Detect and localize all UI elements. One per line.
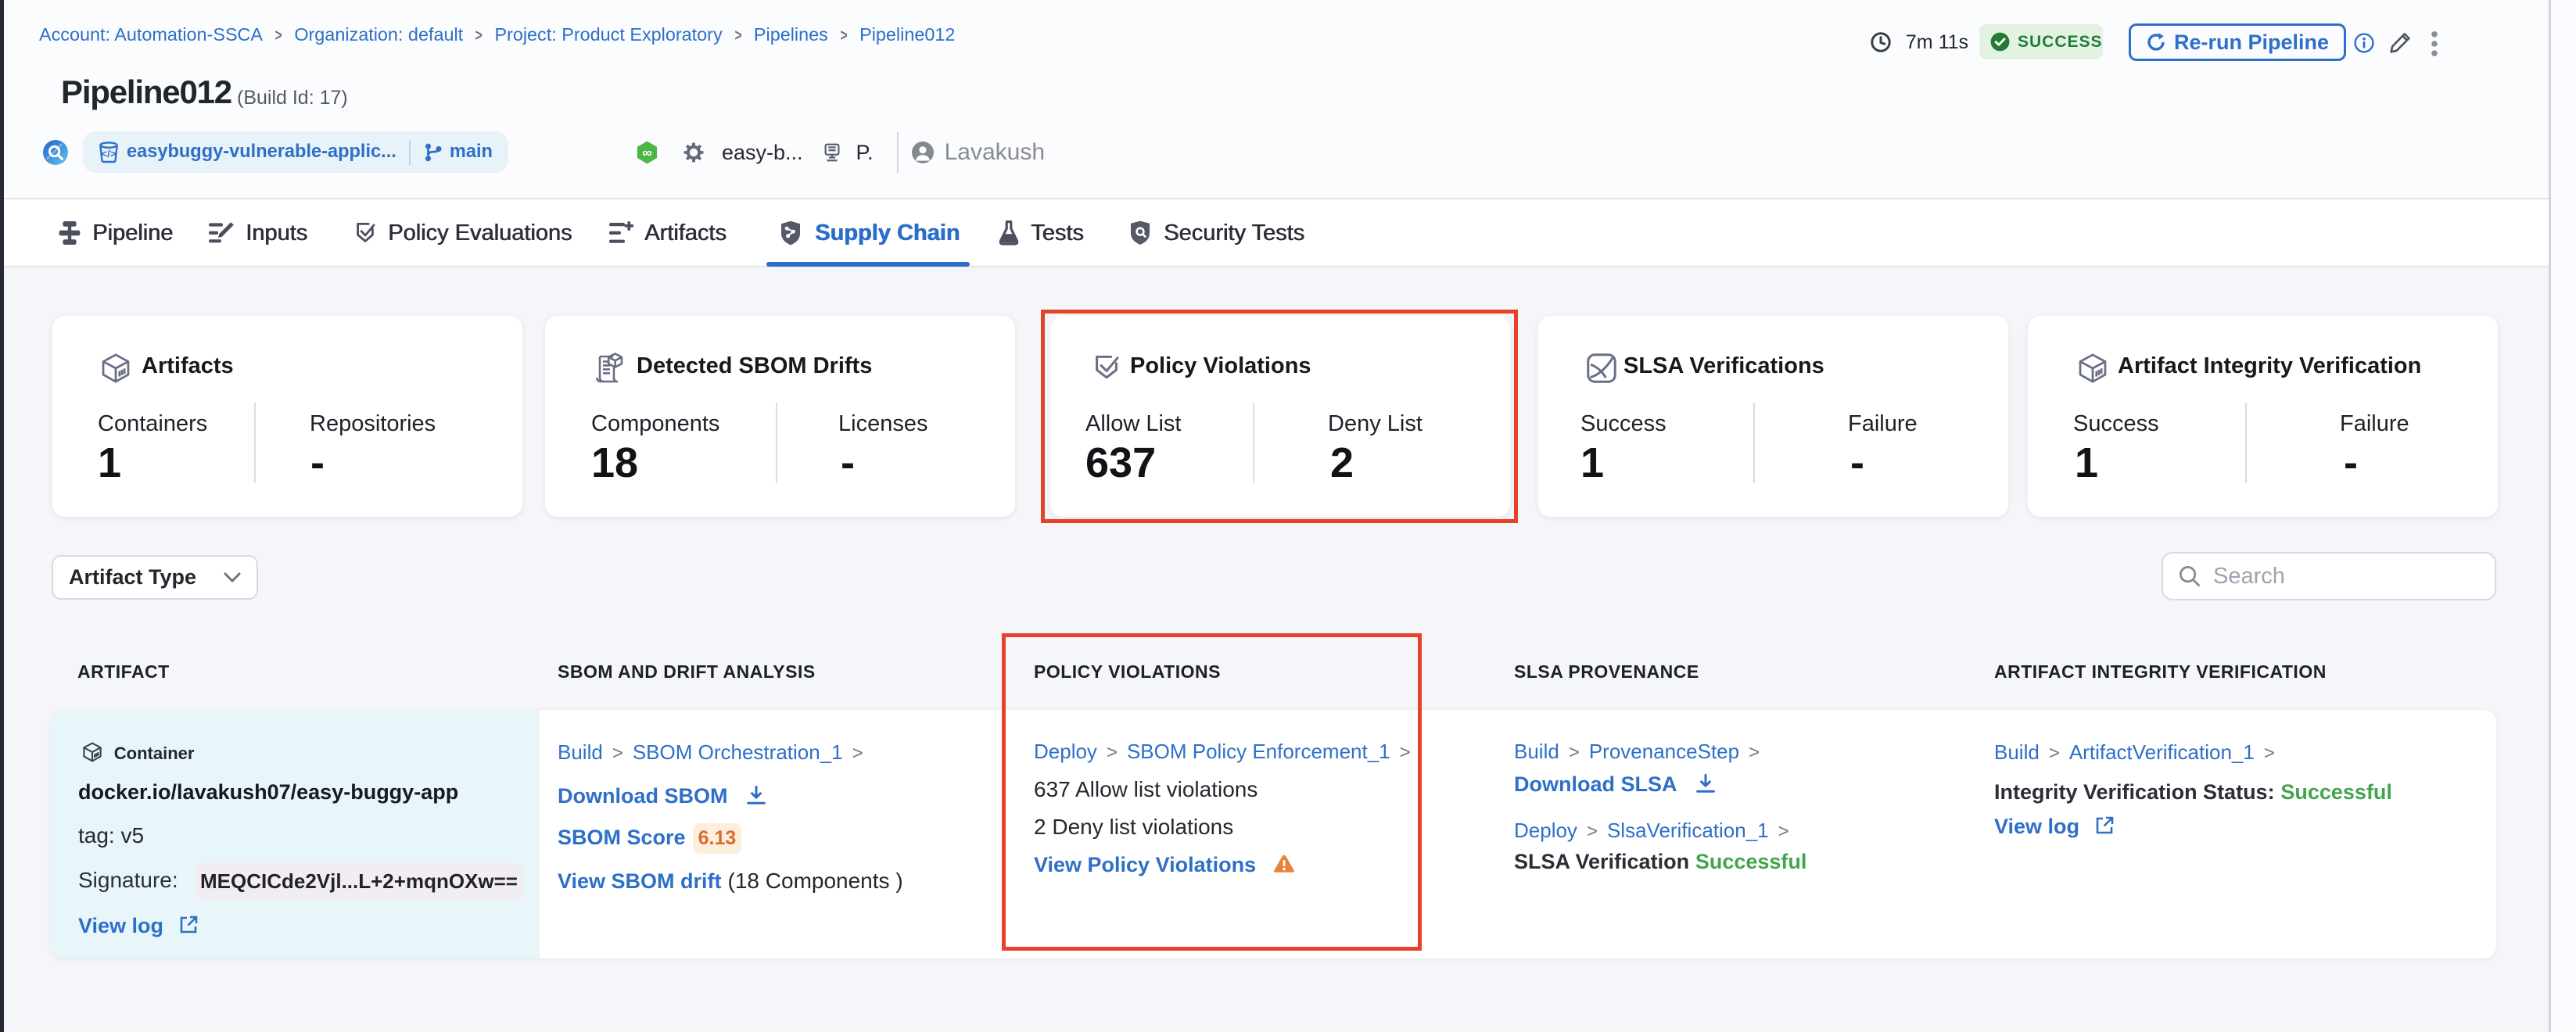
svg-text:∞: ∞ <box>642 145 651 160</box>
svg-text:</>: </> <box>102 148 117 159</box>
